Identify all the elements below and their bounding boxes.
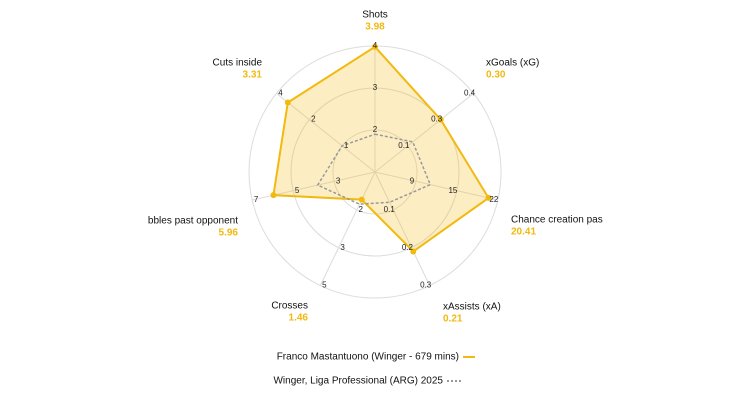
baseline-area	[316, 133, 432, 205]
player-point	[284, 99, 291, 106]
axis-spoke	[374, 171, 498, 201]
tick-label: 3	[373, 83, 378, 92]
tick-label: 3	[340, 243, 345, 252]
tick-label: 3	[336, 176, 341, 185]
player-area	[272, 45, 490, 253]
axis-label: Crosses	[271, 301, 308, 312]
tick-label: 0.1	[398, 141, 410, 150]
player-point	[372, 43, 378, 50]
tick-label: 2	[373, 125, 378, 134]
player-point	[270, 192, 277, 199]
value-label: 0.21	[443, 314, 463, 325]
player-point	[410, 248, 417, 255]
value-label: 1.46	[289, 313, 309, 324]
value-label: 3.31	[243, 70, 263, 81]
tick-label: 1	[344, 141, 349, 150]
axis-spoke	[319, 171, 376, 286]
axis-spoke	[374, 93, 474, 173]
tick-label: 0.3	[420, 281, 432, 290]
axis-spoke	[374, 171, 431, 286]
tick-label: 7	[254, 195, 259, 204]
value-label: 3.98	[365, 22, 385, 33]
tick-label: 0.3	[431, 115, 443, 124]
tick-label: 5	[295, 186, 300, 195]
tick-label: 5	[322, 281, 327, 290]
tick-label: 0.4	[464, 89, 476, 98]
value-label: 5.96	[219, 228, 239, 239]
player-point	[358, 196, 365, 203]
axis-spoke	[276, 93, 376, 173]
axis-label: bbles past opponent	[148, 216, 238, 227]
legend-label: Franco Mastantuono (Winger - 679 mins)	[277, 352, 459, 363]
legend-label: Winger, Liga Professional (ARG) 2025	[273, 376, 443, 387]
tick-label: 2	[311, 115, 316, 124]
tick-label: 4	[278, 89, 283, 98]
tick-label: 9	[410, 176, 415, 185]
tick-label: 15	[448, 186, 457, 195]
axis-label: xGoals (xG)	[486, 58, 539, 69]
value-label: 20.41	[511, 227, 536, 238]
player-point	[485, 194, 492, 201]
tick-label: 0.1	[384, 205, 396, 214]
value-label: 0.30	[486, 70, 506, 81]
axis-label: Cuts inside	[213, 58, 263, 69]
tick-label: 2	[359, 205, 364, 214]
axis-label: xAssists (xA)	[443, 302, 501, 313]
player-point	[437, 116, 444, 123]
axis-label: Chance creation pas	[511, 215, 603, 226]
tick-label: 22	[489, 195, 498, 204]
axis-label: Shots	[362, 10, 388, 21]
tick-label: 0.2	[402, 243, 414, 252]
tick-label: 4	[373, 41, 378, 50]
